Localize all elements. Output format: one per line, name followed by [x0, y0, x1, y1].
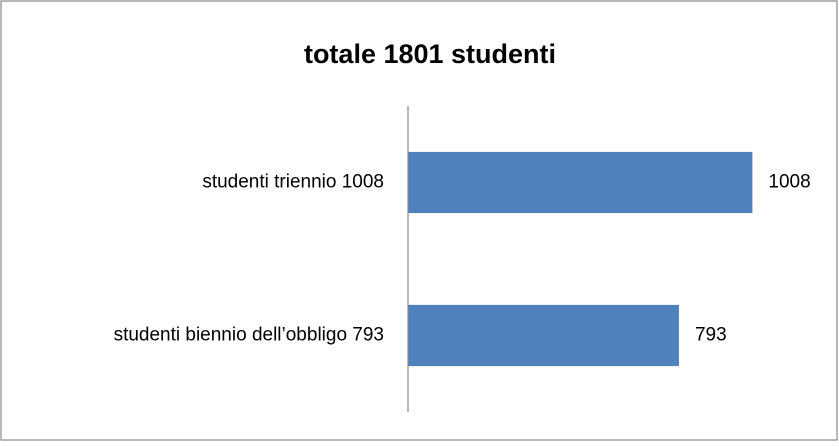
- data-label: 1008: [768, 172, 810, 193]
- data-label: 793: [695, 325, 727, 346]
- y-tick-label: studenti biennio dell’obbligo 793: [114, 325, 384, 346]
- chart-title: totale 1801 studenti: [304, 39, 556, 69]
- bar: [408, 151, 753, 214]
- y-tick-label: studenti triennio 1008: [202, 172, 384, 193]
- bar: [408, 304, 679, 367]
